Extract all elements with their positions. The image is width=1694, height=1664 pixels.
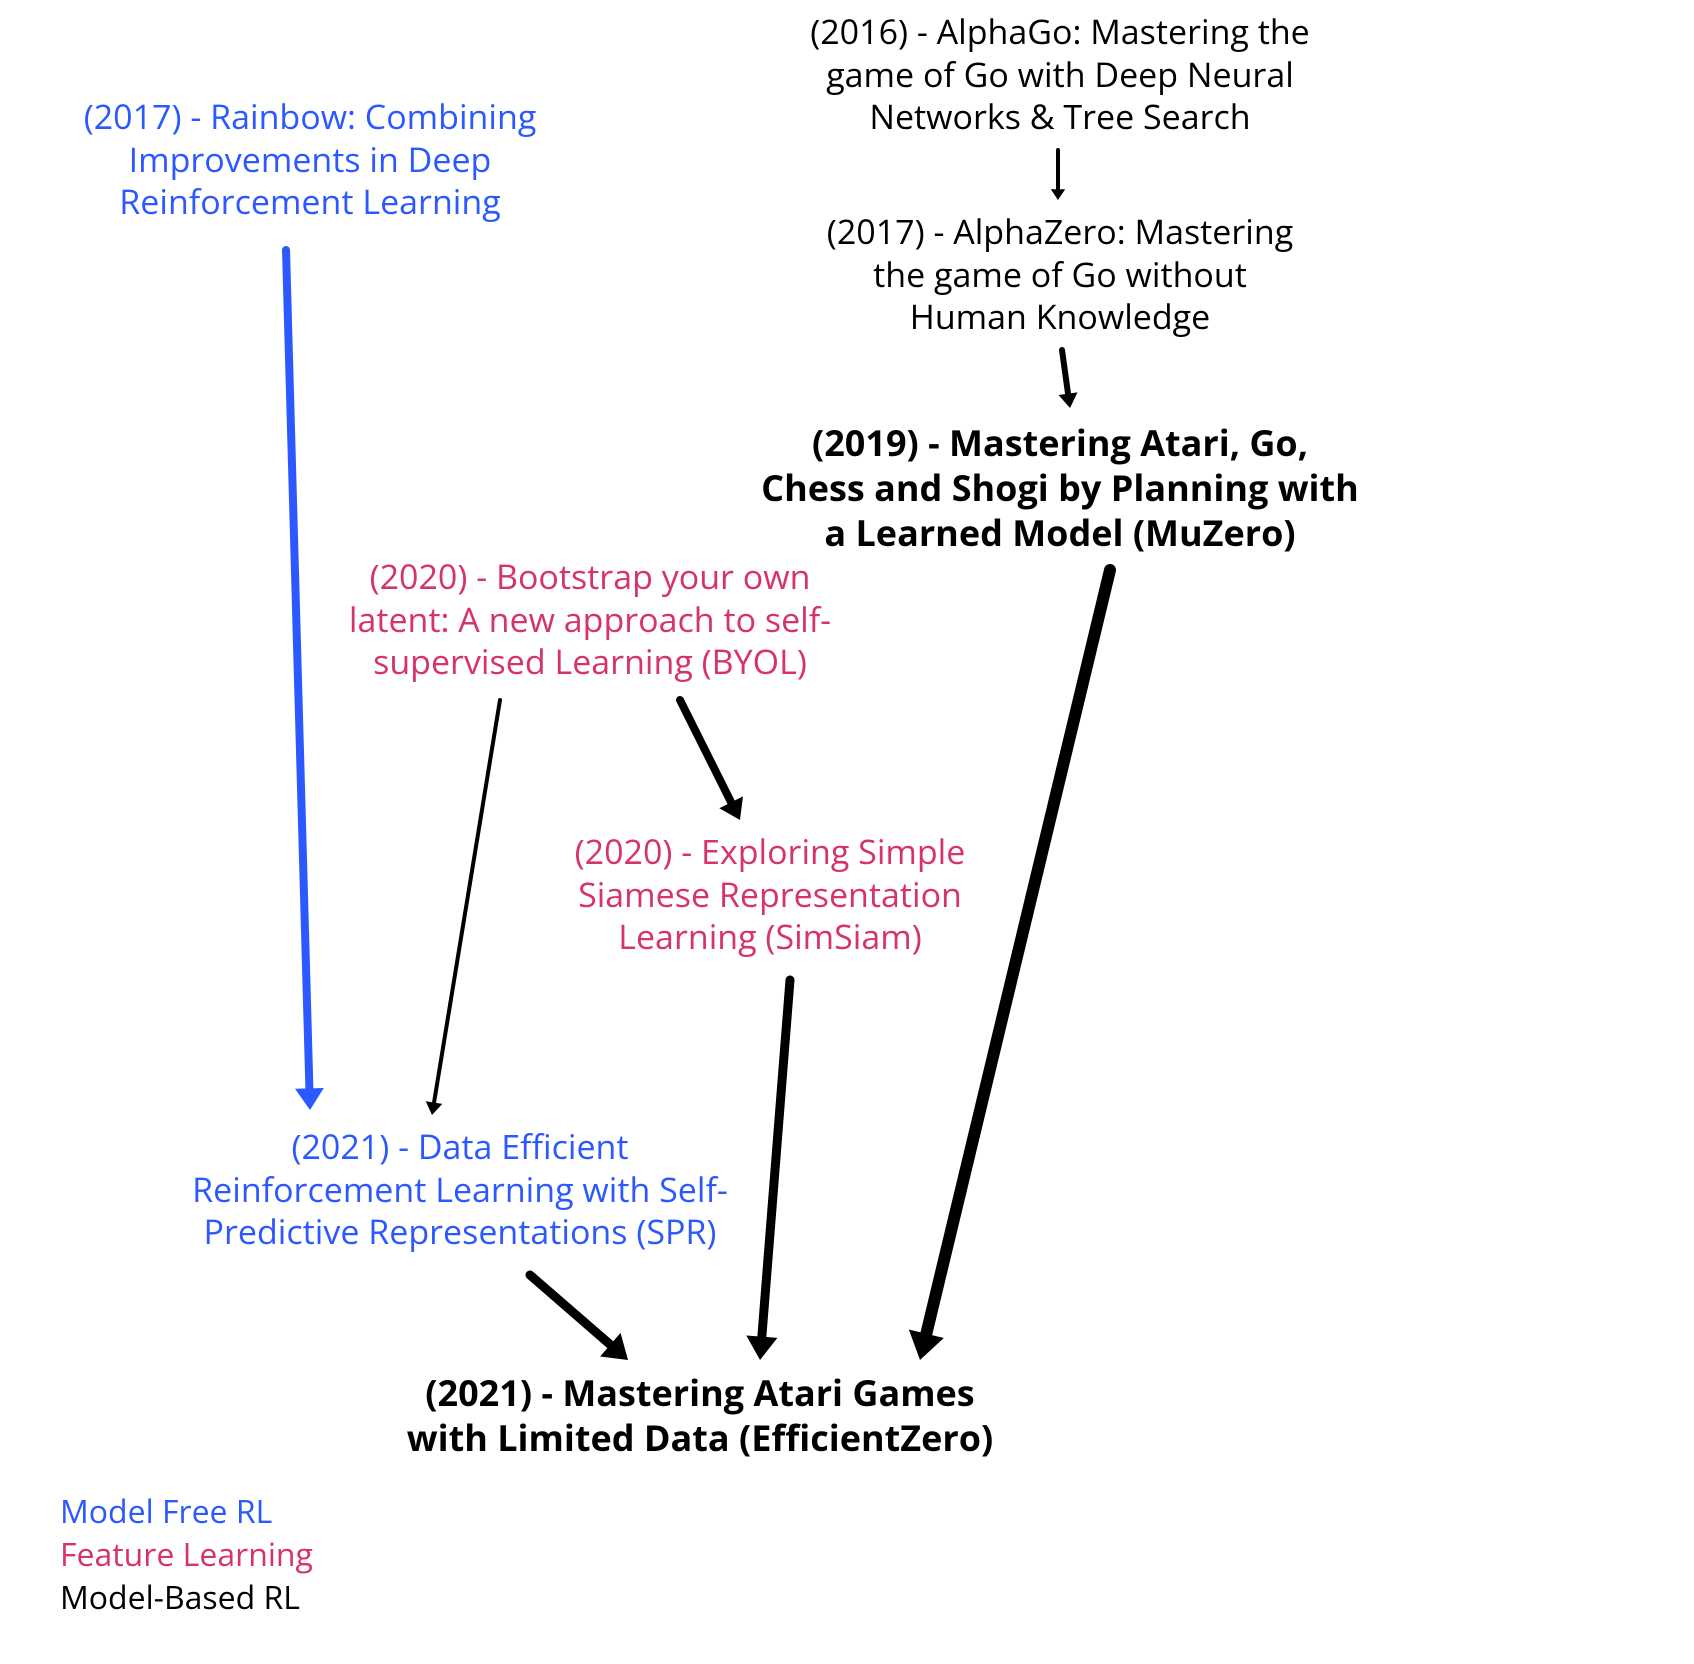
legend-item: Model Free RL (60, 1490, 313, 1533)
legend-item: Model-Based RL (60, 1576, 313, 1619)
edge-alphago-to-alphazero (1051, 150, 1065, 200)
edge-byol-to-spr (426, 700, 500, 1115)
node-alphago: (2016) - AlphaGo: Mastering the game of … (750, 10, 1370, 138)
edge-byol-to-simsiam (680, 700, 743, 820)
edge-muzero-to-efficientzero (909, 570, 1110, 1360)
node-byol: (2020) - Bootstrap your own latent: A ne… (310, 555, 870, 683)
node-simsiam: (2020) - Exploring Simple Siamese Repres… (520, 830, 1020, 958)
node-alphazero: (2017) - AlphaZero: Mastering the game o… (770, 210, 1350, 338)
edge-alphazero-to-muzero (1059, 350, 1078, 408)
node-spr: (2021) - Data Efficient Reinforcement Le… (140, 1125, 780, 1253)
node-efficientzero: (2021) - Mastering Atari Games with Limi… (360, 1370, 1040, 1460)
diagram-stage: (2017) - Rainbow: Combining Improvements… (0, 0, 1694, 1664)
legend-item: Feature Learning (60, 1533, 313, 1576)
edge-spr-to-efficientzero (530, 1275, 628, 1360)
legend: Model Free RLFeature LearningModel-Based… (60, 1490, 313, 1620)
node-muzero: (2019) - Mastering Atari, Go, Chess and … (720, 420, 1400, 555)
node-rainbow: (2017) - Rainbow: Combining Improvements… (40, 95, 580, 223)
